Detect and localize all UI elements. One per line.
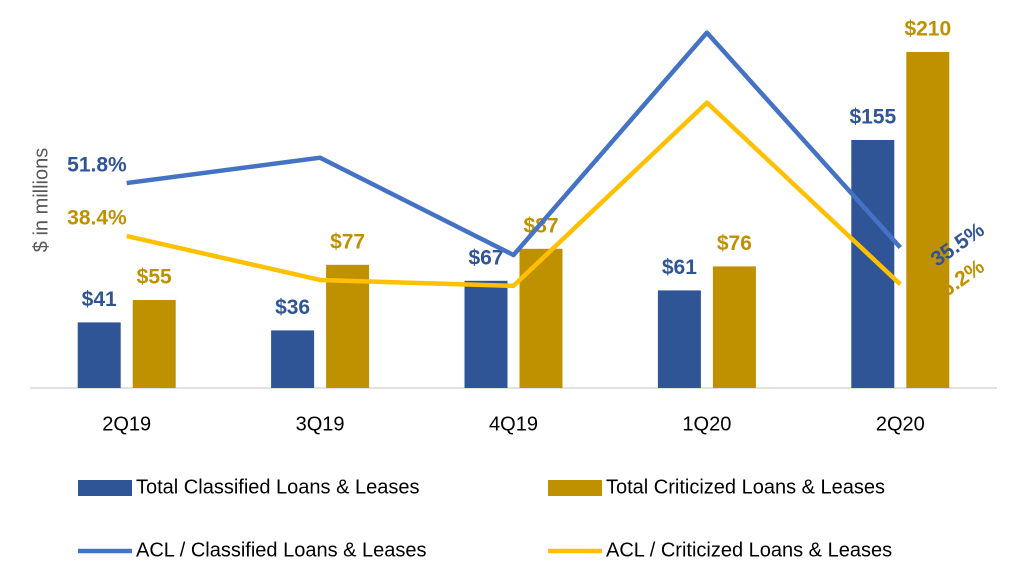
- legend-swatch: [78, 480, 132, 496]
- y-axis-label: $ in millions: [30, 148, 52, 252]
- data-label: $76: [717, 232, 752, 255]
- bar: [326, 264, 370, 388]
- x-tick-label: 2Q19: [102, 413, 151, 435]
- bar: [132, 300, 176, 388]
- line: [126, 100, 902, 289]
- bar: [464, 280, 508, 388]
- data-label: $36: [275, 296, 310, 319]
- data-label: $41: [82, 288, 117, 311]
- bar: [906, 52, 950, 388]
- data-label: $77: [330, 230, 365, 253]
- data-label: $67: [468, 246, 503, 269]
- x-tick-label: 2Q20: [876, 413, 925, 435]
- legend-label: ACL / Criticized Loans & Leases: [606, 539, 892, 561]
- bar: [712, 266, 756, 388]
- data-label: $61: [662, 256, 697, 279]
- data-label: 38.4%: [67, 207, 127, 230]
- legend-label: ACL / Classified Loans & Leases: [136, 539, 427, 561]
- data-label: $55: [137, 266, 172, 289]
- data-label: $210: [904, 18, 951, 41]
- line: [126, 30, 902, 258]
- legend-swatch: [548, 480, 602, 496]
- x-tick-label: 1Q20: [682, 413, 731, 435]
- legend-label: Total Classified Loans & Leases: [136, 476, 420, 498]
- x-tick-label: 3Q19: [296, 413, 345, 435]
- bar: [519, 248, 563, 388]
- x-tick-label: 4Q19: [489, 413, 538, 435]
- bar: [657, 290, 701, 388]
- bar: [77, 322, 121, 388]
- data-label: $155: [849, 106, 896, 129]
- bar: [851, 140, 895, 388]
- data-label: 51.8%: [67, 154, 127, 177]
- bar: [271, 330, 315, 388]
- legend-label: Total Criticized Loans & Leases: [606, 476, 885, 498]
